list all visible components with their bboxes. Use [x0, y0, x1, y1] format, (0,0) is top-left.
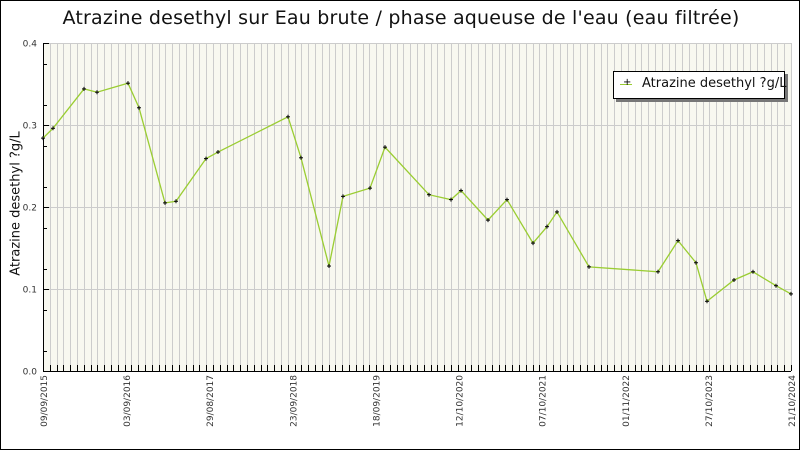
x-tick-label: 18/09/2019	[372, 375, 382, 427]
legend-marker-icon: +	[623, 77, 632, 88]
y-tick-label: 0.2	[23, 204, 37, 214]
x-tick-label: 29/08/2017	[206, 375, 216, 427]
chart-title: Atrazine desethyl sur Eau brute / phase …	[62, 7, 740, 29]
x-tick-label: 03/09/2016	[123, 375, 133, 427]
x-tick-label: 23/09/2018	[289, 375, 299, 427]
x-tick-label: 09/09/2015	[40, 375, 50, 427]
grid	[43, 43, 792, 372]
x-tick-label: 07/10/2021	[539, 375, 549, 427]
y-axis-label: Atrazine desethyl ?g/L	[8, 131, 24, 276]
legend-line-swatch	[620, 84, 632, 85]
y-tick-label: 0.0	[23, 368, 38, 378]
x-tick-label: 12/10/2020	[456, 375, 466, 427]
data-markers	[41, 81, 793, 304]
legend: + Atrazine desethyl ?g/L	[613, 71, 787, 99]
legend-label: Atrazine desethyl ?g/L	[642, 76, 787, 91]
x-tick-label: 27/10/2023	[705, 375, 715, 427]
x-tick-label: 21/10/2024	[788, 375, 798, 427]
y-tick-label: 0.1	[23, 286, 37, 296]
y-tick-label: 0.3	[23, 122, 37, 132]
x-tick-label: 01/11/2022	[622, 375, 632, 427]
y-tick-label: 0.4	[23, 40, 38, 50]
